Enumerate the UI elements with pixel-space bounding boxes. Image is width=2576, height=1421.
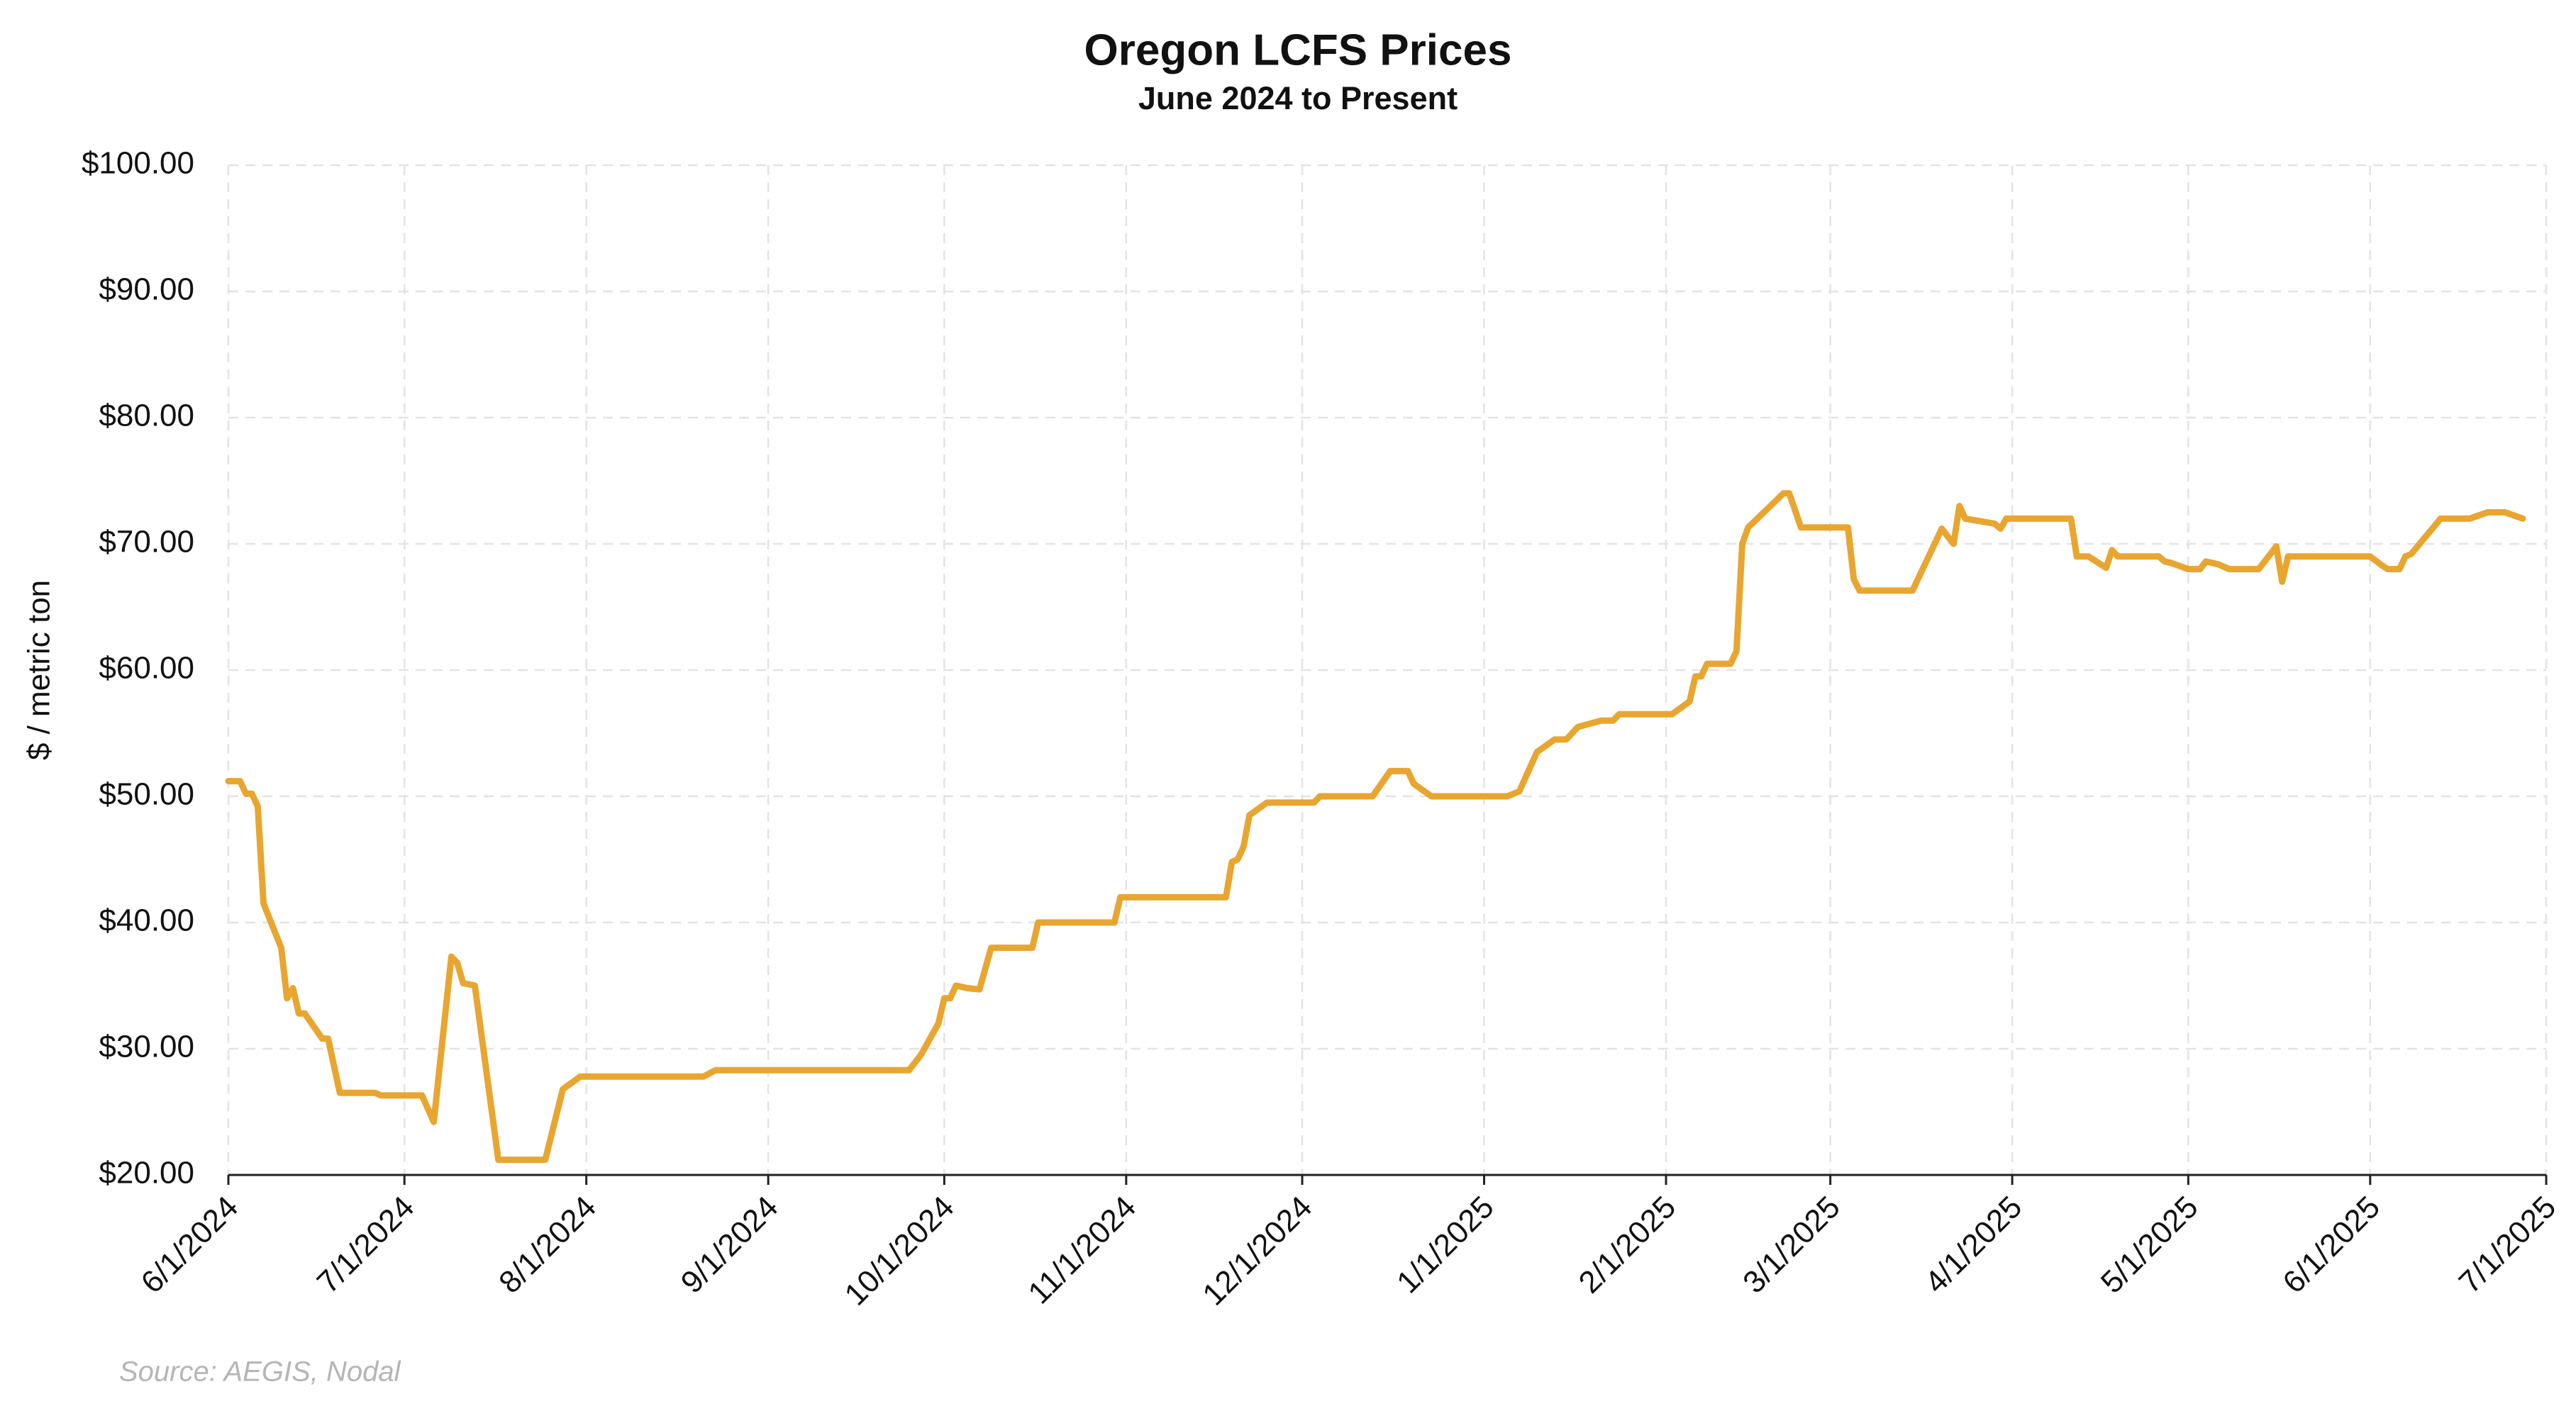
x-tick-label: 7/1/2025	[2453, 1190, 2563, 1300]
x-tick-label: 7/1/2024	[311, 1190, 421, 1300]
y-tick-label: $90.00	[99, 272, 194, 307]
y-axis-label: $ / metric ton	[22, 580, 57, 760]
x-tick-label: 5/1/2025	[2094, 1190, 2205, 1300]
y-tick-label: $30.00	[99, 1030, 194, 1064]
y-tick-label: $80.00	[99, 399, 194, 433]
x-tick-label: 6/1/2025	[2276, 1190, 2387, 1300]
y-tick-label: $40.00	[99, 903, 194, 938]
source-note: Source: AEGIS, Nodal	[119, 1356, 401, 1388]
x-tick-label: 9/1/2024	[674, 1190, 785, 1300]
y-tick-label: $70.00	[99, 525, 194, 559]
x-tick-label: 6/1/2024	[135, 1190, 245, 1300]
x-tick-label: 3/1/2025	[1736, 1190, 1847, 1300]
x-tick-label: 12/1/2024	[1196, 1190, 1318, 1313]
y-tick-label: $50.00	[99, 777, 194, 812]
price-line	[225, 490, 2526, 1164]
x-tick-label: 10/1/2024	[838, 1190, 961, 1313]
x-tick-label: 8/1/2024	[492, 1190, 603, 1300]
y-tick-label: $100.00	[82, 146, 194, 181]
x-tick-label: 4/1/2025	[1919, 1190, 2029, 1300]
x-tick-label: 11/1/2024	[1021, 1190, 1143, 1311]
y-tick-label: $20.00	[99, 1156, 194, 1191]
x-tick-label: 2/1/2025	[1572, 1190, 1683, 1300]
x-tick-label: 1/1/2025	[1390, 1190, 1501, 1300]
chart-subtitle: June 2024 to Present	[1138, 80, 1458, 116]
chart-title: Oregon LCFS Prices	[1084, 26, 1512, 74]
y-tick-label: $60.00	[99, 651, 194, 686]
